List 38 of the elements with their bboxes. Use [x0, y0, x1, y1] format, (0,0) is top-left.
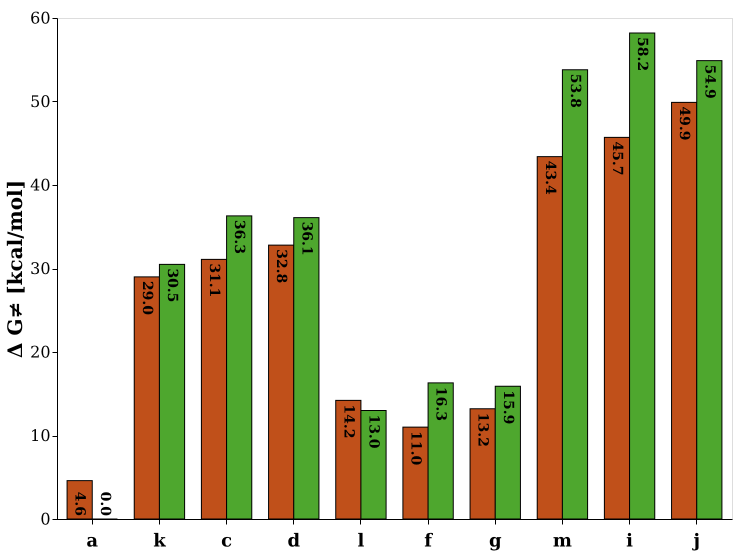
y-tick-label: 40 [30, 176, 50, 194]
data-label: 13.2 [474, 412, 491, 447]
data-label: 32.8 [273, 249, 290, 284]
data-label: 58.2 [634, 37, 650, 72]
x-tick-label: g [488, 530, 502, 552]
data-label: 36.3 [231, 220, 248, 254]
data-label: 14.2 [340, 404, 356, 439]
x-tick-label: c [221, 530, 232, 552]
data-label: 54.9 [701, 64, 718, 99]
x-tick-label: k [153, 530, 166, 552]
x-tick-label: i [626, 530, 634, 552]
x-tick-label: m [552, 530, 572, 552]
data-label: 4.6 [72, 492, 88, 516]
x-tick-label: d [287, 530, 300, 552]
x-tick-label: l [357, 530, 364, 552]
y-axis-title: Δ G≠ [kcal/mol] [3, 180, 28, 358]
y-tick-label: 10 [30, 426, 50, 445]
x-tick-label: a [86, 530, 98, 552]
x-tick-label: f [424, 530, 434, 552]
data-label: 53.8 [567, 74, 584, 108]
y-tick-label: 20 [30, 342, 50, 362]
data-label: 0.0 [96, 492, 113, 516]
x-tick-label: j [691, 530, 700, 552]
data-label: 49.9 [676, 106, 692, 140]
data-label: 36.1 [298, 222, 314, 256]
data-label: 30.5 [164, 268, 180, 302]
data-label: 13.0 [366, 414, 382, 449]
y-tick-label: 0 [40, 510, 50, 528]
y-tick-label: 30 [30, 259, 50, 278]
data-label: 15.9 [500, 390, 516, 424]
data-label: 29.0 [138, 280, 155, 316]
data-label: 11.0 [407, 431, 424, 466]
y-tick-label: 50 [30, 92, 50, 111]
data-label: 16.3 [432, 386, 449, 422]
y-tick-label: 60 [30, 8, 50, 28]
data-label: 43.4 [542, 160, 558, 195]
data-label: 31.1 [206, 263, 222, 298]
data-label: 45.7 [608, 141, 625, 176]
